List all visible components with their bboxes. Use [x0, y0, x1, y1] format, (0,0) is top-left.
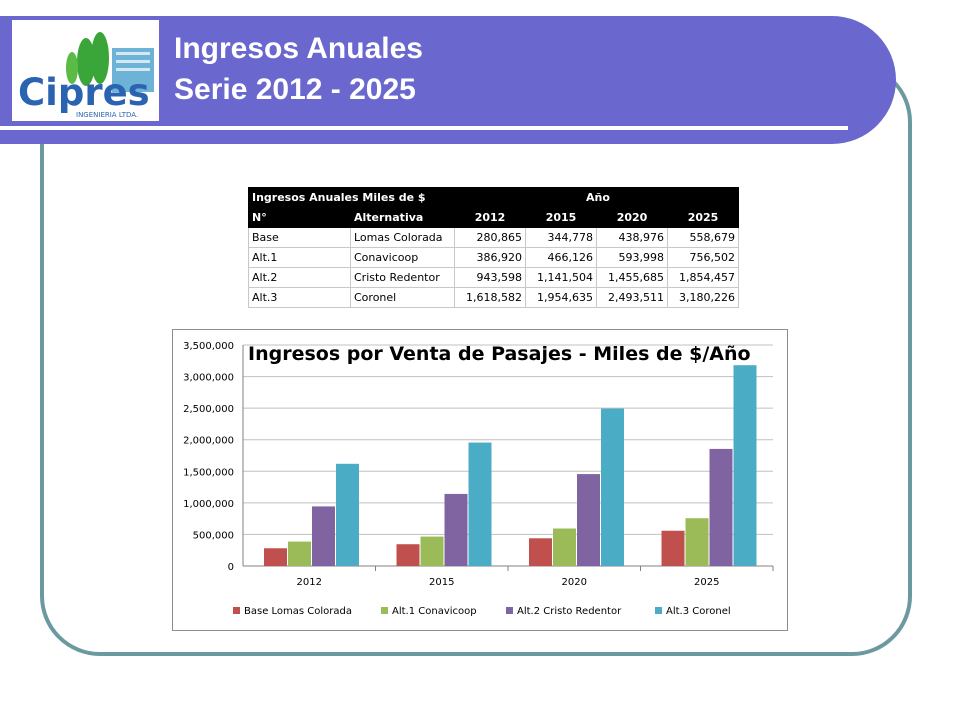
table-header-row: N° Alternativa 2012 2015 2020 2025 — [248, 207, 739, 228]
column-header: 2012 — [454, 207, 526, 228]
table-cell: 943,598 — [454, 267, 526, 288]
table-row: Alt.2 Cristo Redentor 943,598 1,141,504 … — [248, 267, 739, 288]
income-table: Ingresos Anuales Miles de $ Año N° Alter… — [248, 187, 739, 308]
table-cell: 756,502 — [667, 247, 739, 268]
table-title-row: Ingresos Anuales Miles de $ Año — [248, 187, 739, 208]
table-title: Ingresos Anuales Miles de $ — [248, 187, 526, 208]
table-cell: 1,141,504 — [525, 267, 597, 288]
company-logo: Cipres INGENIERIA LTDA. — [12, 20, 159, 121]
table-cell: Alt.1 — [248, 247, 351, 268]
column-header: N° — [248, 207, 351, 228]
table-row: Alt.1 Conavicoop 386,920 466,126 593,998… — [248, 247, 739, 268]
table-cell: Alt.3 — [248, 287, 351, 308]
table-cell: Cristo Redentor — [350, 267, 455, 288]
chart-container — [172, 329, 788, 631]
table-cell: 344,778 — [525, 227, 597, 248]
table-cell: 3,180,226 — [667, 287, 739, 308]
table-row: Base Lomas Colorada 280,865 344,778 438,… — [248, 227, 739, 248]
table-cell: 1,618,582 — [454, 287, 526, 308]
table-row: Alt.3 Coronel 1,618,582 1,954,635 2,493,… — [248, 287, 739, 308]
table-cell: 2,493,511 — [596, 287, 668, 308]
table-cell: 386,920 — [454, 247, 526, 268]
table-cell: Alt.2 — [248, 267, 351, 288]
slide-title-line2: Serie 2012 - 2025 — [174, 73, 416, 106]
table-cell: 1,455,685 — [596, 267, 668, 288]
table-cell: Base — [248, 227, 351, 248]
logo-subtitle: INGENIERIA LTDA. — [76, 111, 138, 119]
logo-name: Cipres — [18, 71, 150, 114]
table-cell: Coronel — [350, 287, 455, 308]
table-cell: 438,976 — [596, 227, 668, 248]
column-header: Alternativa — [350, 207, 455, 228]
table-cell: 593,998 — [596, 247, 668, 268]
table-cell: 1,954,635 — [525, 287, 597, 308]
table-cell: 1,854,457 — [667, 267, 739, 288]
column-header: 2025 — [667, 207, 739, 228]
table-cell: 558,679 — [667, 227, 739, 248]
slide-title: Ingresos Anuales Serie 2012 - 2025 — [174, 28, 423, 110]
banner-divider — [0, 126, 848, 130]
table-cell: 280,865 — [454, 227, 526, 248]
cipres-logo-icon: Cipres INGENIERIA LTDA. — [18, 32, 154, 119]
slide-title-line1: Ingresos Anuales — [174, 32, 423, 65]
chart-title: Ingresos por Venta de Pasajes - Miles de… — [248, 343, 751, 365]
table-cell: 466,126 — [525, 247, 597, 268]
table-year-group: Año — [525, 187, 739, 208]
table-cell: Lomas Colorada — [350, 227, 455, 248]
column-header: 2015 — [525, 207, 597, 228]
column-header: 2020 — [596, 207, 668, 228]
table-cell: Conavicoop — [350, 247, 455, 268]
